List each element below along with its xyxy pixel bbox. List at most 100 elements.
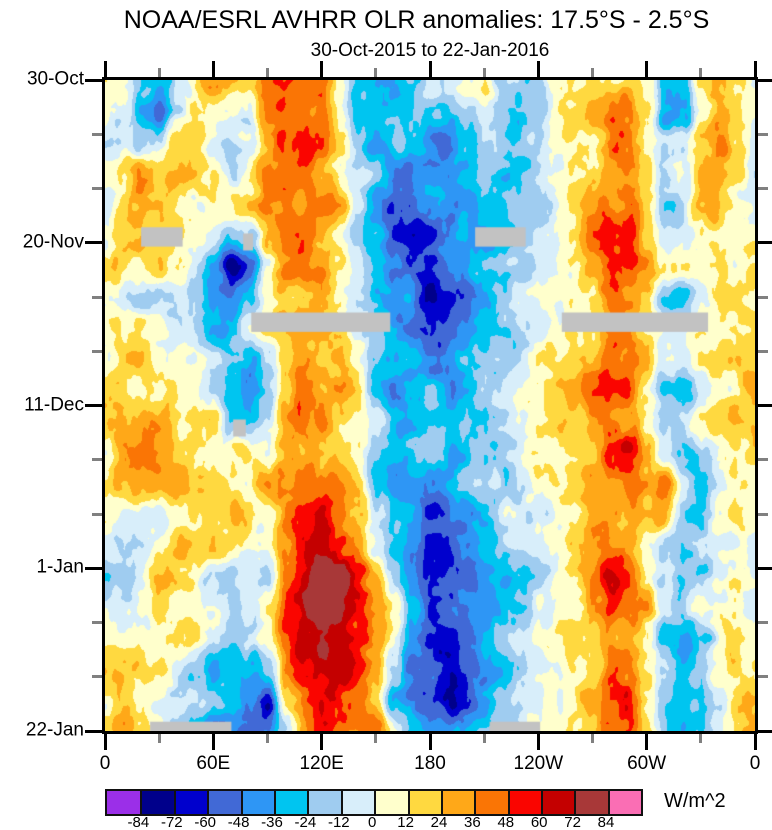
y-minor-tick [758,132,768,136]
y-tick-label: 11-Dec [24,394,84,416]
x-minor-tick [266,68,269,77]
x-minor-tick [374,68,378,77]
x-major-tick [320,61,324,77]
x-major-tick [320,734,324,750]
y-major-tick [85,78,102,82]
colorbar-tick-label: 12 [397,814,414,830]
x-major-tick [753,734,757,750]
y-minor-tick [758,512,768,516]
colorbar-tick-label: -84 [127,814,150,830]
y-major-tick [85,566,102,570]
colorbar-cell [207,791,241,814]
y-major-tick [758,78,772,82]
y-major-tick [85,729,102,733]
y-minor-tick [92,295,102,299]
figure-subtitle: 30-Oct-2015 to 22-Jan-2016 [310,40,550,61]
colorbar-cell [340,791,375,814]
y-minor-tick [92,675,102,679]
x-major-tick [536,734,540,750]
colorbar-tick-label: -24 [294,814,317,830]
y-minor-tick [92,187,102,190]
colorbar-unit-label: W/m^2 [664,790,726,812]
plot-area [102,77,758,734]
y-tick-label: 1-Jan [36,556,84,578]
colorbar-tick-label: -48 [227,814,250,830]
colorbar-tick-label: -60 [194,814,217,830]
x-minor-tick [374,734,378,743]
colorbar-cell [607,791,642,814]
colorbar-cell [507,791,542,814]
y-major-tick [85,241,102,245]
colorbar-cell [307,791,341,814]
x-minor-tick [157,734,161,743]
colorbar-cell [273,791,308,814]
x-major-tick [428,61,432,77]
x-tick-label: 0 [749,753,761,774]
x-minor-tick [591,68,594,77]
x-minor-tick [699,68,703,77]
colorbar-tick-label: 84 [597,814,615,830]
figure-title: NOAA/ESRL AVHRR OLR anomalies: 17.5°S - … [123,6,710,34]
y-major-tick [85,404,102,407]
y-minor-tick [92,512,102,516]
colorbar-tick-label: 72 [564,814,581,830]
x-minor-tick [699,734,703,743]
colorbar-tick-label: -36 [261,814,283,830]
y-minor-tick [758,621,768,624]
colorbar-cell [374,791,408,814]
x-major-tick [211,61,215,77]
y-minor-tick [758,349,768,353]
x-minor-tick [591,734,594,743]
contour-field-canvas [105,80,755,731]
colorbar-cell [173,791,208,814]
x-tick-label: 180 [414,753,446,774]
colorbar-cell [240,791,274,814]
y-minor-tick [92,458,102,462]
x-minor-tick [482,68,486,77]
colorbar-cell [107,791,141,814]
x-tick-label: 120E [299,753,344,774]
y-major-tick [758,729,772,733]
y-minor-tick [758,187,768,190]
y-major-tick [758,566,772,570]
colorbar-tick-label: -72 [160,814,183,830]
y-tick-label: 22-Jan [25,719,84,741]
x-tick-label: 120W [513,753,564,774]
x-tick-label: 60E [196,753,231,774]
y-minor-tick [758,295,768,299]
colorbar-tick-label: 48 [497,814,515,830]
x-major-tick [753,61,757,77]
colorbar-cell [474,791,508,814]
colorbar-cell [440,791,475,814]
colorbar-cell [541,791,575,814]
y-tick-label: 30-Oct [26,68,84,90]
colorbar [105,789,644,816]
y-minor-tick [92,132,102,136]
y-minor-tick [758,675,768,679]
y-minor-tick [92,621,102,624]
y-major-tick [758,241,772,245]
x-minor-tick [157,68,161,77]
colorbar-cell [407,791,441,814]
x-major-tick [103,734,107,750]
x-major-tick [428,734,432,750]
y-minor-tick [758,458,768,462]
x-major-tick [645,734,649,750]
x-major-tick [211,734,215,750]
x-major-tick [645,61,649,77]
colorbar-tick-label: 24 [430,814,448,830]
colorbar-tick-label: 36 [464,814,481,830]
x-minor-tick [482,734,486,743]
colorbar-tick-label: -12 [327,814,350,830]
colorbar-tick-label: 0 [368,814,377,830]
y-minor-tick [92,349,102,353]
x-major-tick [103,61,107,77]
x-tick-label: 60W [627,753,667,774]
y-tick-label: 20-Nov [22,231,84,253]
x-tick-label: 0 [99,753,111,774]
colorbar-cell [140,791,174,814]
colorbar-cell [574,791,608,814]
x-minor-tick [266,734,269,743]
x-major-tick [536,61,540,77]
